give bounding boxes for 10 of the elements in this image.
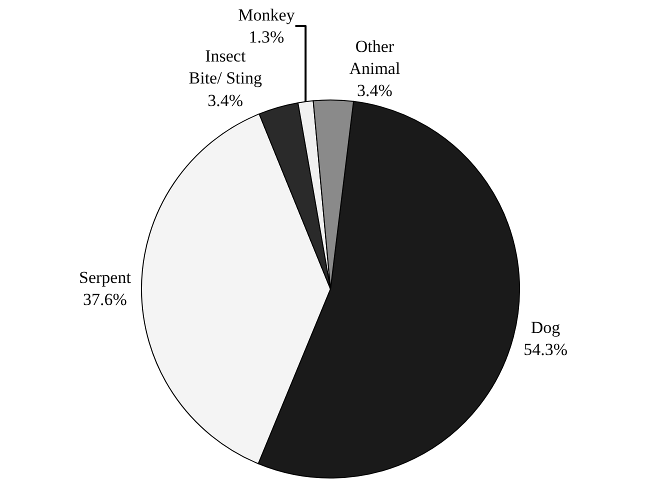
data-label: 54.3%: [524, 340, 568, 359]
data-label: 3.4%: [208, 90, 244, 110]
slice-label: Other Animal: [349, 36, 400, 78]
slice-label: Dog: [530, 318, 561, 337]
data-label: 37.6%: [83, 290, 127, 310]
data-label: 1.3%: [248, 28, 284, 47]
data-label: 3.4%: [356, 81, 392, 100]
slice-label: Monkey: [238, 5, 296, 24]
slice-label: Serpent: [79, 268, 132, 287]
slice-label: Insect Bite/ Sting: [188, 46, 262, 88]
